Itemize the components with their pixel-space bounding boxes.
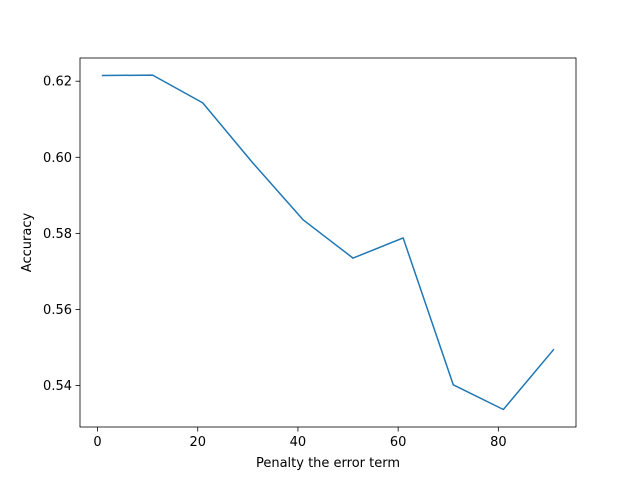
y-axis-label: Accuracy [20, 213, 35, 273]
x-axis-label: Penalty the error term [256, 456, 400, 471]
y-tick-label: 0.60 [43, 151, 72, 166]
plot-frame [79, 57, 577, 428]
y-axis-ticks: 0.54 0.56 0.58 0.60 0.62 [43, 75, 80, 394]
y-tick-label: 0.54 [43, 379, 72, 394]
series-line-accuracy [101, 74, 555, 411]
x-tick-label: 0 [93, 435, 101, 450]
x-tick-label: 80 [490, 435, 507, 450]
y-tick-label: 0.56 [43, 303, 72, 318]
x-axis-ticks: 0 20 40 60 80 [93, 427, 507, 450]
x-tick-label: 20 [189, 435, 206, 450]
y-tick-label: 0.62 [43, 75, 72, 90]
x-tick-label: 60 [390, 435, 407, 450]
x-tick-label: 40 [290, 435, 307, 450]
y-tick-label: 0.58 [43, 227, 72, 242]
